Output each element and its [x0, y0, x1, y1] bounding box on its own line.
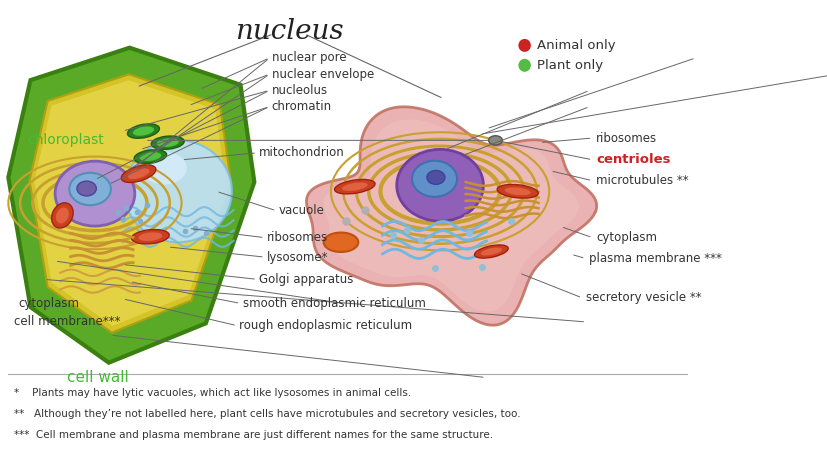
- Text: ribosomes: ribosomes: [595, 131, 657, 144]
- Text: rough endoplasmic reticulum: rough endoplasmic reticulum: [239, 319, 412, 332]
- Ellipse shape: [138, 233, 162, 241]
- Ellipse shape: [156, 138, 179, 147]
- Text: nuclear envelope: nuclear envelope: [271, 68, 374, 81]
- Ellipse shape: [151, 136, 184, 149]
- Text: **   Although they’re not labelled here, plant cells have microtubules and secre: ** Although they’re not labelled here, p…: [14, 409, 520, 418]
- Text: cytoplasm: cytoplasm: [595, 231, 656, 244]
- Ellipse shape: [496, 185, 538, 198]
- Ellipse shape: [140, 152, 161, 161]
- Text: cell membrane***: cell membrane***: [14, 315, 120, 329]
- Polygon shape: [323, 119, 578, 312]
- Ellipse shape: [55, 207, 69, 223]
- Ellipse shape: [69, 173, 111, 205]
- Ellipse shape: [323, 233, 358, 252]
- Text: vacuole: vacuole: [278, 204, 324, 217]
- Ellipse shape: [134, 150, 166, 164]
- Ellipse shape: [474, 245, 508, 258]
- Text: nucleolus: nucleolus: [271, 84, 327, 97]
- Ellipse shape: [127, 168, 150, 179]
- Text: ***  Cell membrane and plasma membrane are just different names for the same str: *** Cell membrane and plasma membrane ar…: [14, 430, 492, 439]
- Ellipse shape: [518, 59, 530, 72]
- Ellipse shape: [55, 161, 135, 226]
- Ellipse shape: [342, 182, 367, 191]
- Ellipse shape: [141, 152, 187, 185]
- Text: mitochondrion: mitochondrion: [259, 146, 345, 159]
- Text: Golgi apparatus: Golgi apparatus: [259, 273, 353, 286]
- Text: Plant only: Plant only: [537, 59, 603, 72]
- Ellipse shape: [51, 203, 73, 228]
- Ellipse shape: [412, 161, 457, 197]
- Polygon shape: [34, 80, 226, 326]
- Polygon shape: [8, 48, 254, 363]
- Ellipse shape: [518, 39, 530, 52]
- Ellipse shape: [122, 165, 155, 183]
- Ellipse shape: [488, 136, 502, 145]
- Text: secretory vesicle **: secretory vesicle **: [585, 291, 700, 304]
- Ellipse shape: [504, 187, 530, 195]
- Ellipse shape: [127, 124, 160, 138]
- Text: ribosomes: ribosomes: [266, 231, 327, 244]
- Ellipse shape: [334, 179, 375, 194]
- Text: cell wall: cell wall: [67, 370, 129, 385]
- Ellipse shape: [480, 247, 501, 255]
- Ellipse shape: [427, 171, 444, 185]
- Text: smooth endoplasmic reticulum: smooth endoplasmic reticulum: [242, 297, 425, 310]
- Text: cytoplasm: cytoplasm: [19, 297, 79, 310]
- Text: chloroplast: chloroplast: [27, 133, 104, 147]
- Text: chromatin: chromatin: [271, 100, 332, 113]
- Text: lysosome*: lysosome*: [266, 251, 328, 264]
- Text: microtubules **: microtubules **: [595, 174, 688, 187]
- Ellipse shape: [77, 181, 96, 196]
- Text: nucleus: nucleus: [234, 18, 343, 45]
- Ellipse shape: [132, 126, 154, 136]
- Text: Animal only: Animal only: [537, 39, 615, 52]
- Ellipse shape: [124, 140, 232, 242]
- Text: plasma membrane ***: plasma membrane ***: [588, 252, 721, 265]
- Ellipse shape: [396, 150, 483, 221]
- Text: centrioles: centrioles: [595, 153, 670, 166]
- Text: nuclear pore: nuclear pore: [271, 51, 346, 64]
- Polygon shape: [306, 107, 596, 325]
- Polygon shape: [30, 75, 231, 333]
- Ellipse shape: [131, 230, 169, 244]
- Text: *    Plants may have lytic vacuoles, which act like lysosomes in animal cells.: * Plants may have lytic vacuoles, which …: [14, 388, 411, 398]
